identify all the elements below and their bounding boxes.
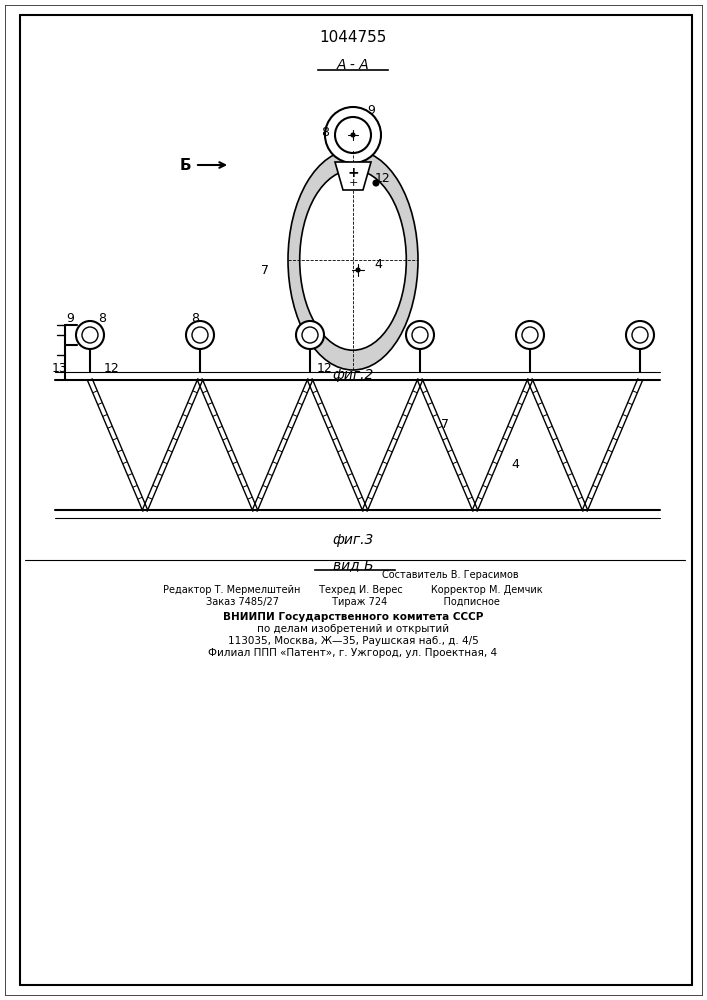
Circle shape	[296, 321, 324, 349]
Circle shape	[356, 268, 360, 272]
Circle shape	[76, 321, 104, 349]
Circle shape	[373, 180, 379, 186]
Circle shape	[186, 321, 214, 349]
Circle shape	[302, 327, 318, 343]
Text: Заказ 7485/27                 Тираж 724                  Подписное: Заказ 7485/27 Тираж 724 Подписное	[206, 597, 500, 607]
Text: вид Б: вид Б	[333, 558, 373, 572]
Circle shape	[516, 321, 544, 349]
Text: 13: 13	[52, 361, 68, 374]
Circle shape	[335, 117, 371, 153]
Text: 4: 4	[511, 458, 519, 472]
Text: 12: 12	[375, 172, 391, 184]
Text: 8: 8	[321, 126, 329, 139]
Circle shape	[626, 321, 654, 349]
Text: 1044755: 1044755	[320, 29, 387, 44]
Text: фиг.2: фиг.2	[332, 368, 374, 382]
Text: по делам изобретений и открытий: по делам изобретений и открытий	[257, 624, 449, 634]
Circle shape	[192, 327, 208, 343]
Text: 8: 8	[191, 312, 199, 324]
Circle shape	[351, 133, 355, 137]
Text: +: +	[347, 166, 359, 180]
Text: 9: 9	[66, 312, 74, 324]
Text: ВНИИПИ Государственного комитета СССР: ВНИИПИ Государственного комитета СССР	[223, 612, 483, 622]
Text: Составитель В. Герасимов: Составитель В. Герасимов	[382, 570, 518, 580]
Text: Б: Б	[179, 157, 191, 172]
Text: 8: 8	[98, 312, 106, 324]
Circle shape	[82, 327, 98, 343]
Circle shape	[412, 327, 428, 343]
Text: 7: 7	[441, 418, 449, 432]
Ellipse shape	[300, 170, 407, 350]
Text: 113035, Москва, Ж—35, Раушская наб., д. 4/5: 113035, Москва, Ж—35, Раушская наб., д. …	[228, 636, 479, 646]
Text: 9: 9	[367, 104, 375, 116]
Circle shape	[522, 327, 538, 343]
Text: 12: 12	[317, 361, 333, 374]
Text: 7: 7	[261, 263, 269, 276]
Text: фиг.3: фиг.3	[332, 533, 374, 547]
Circle shape	[406, 321, 434, 349]
Ellipse shape	[288, 150, 418, 370]
Circle shape	[632, 327, 648, 343]
Polygon shape	[335, 162, 371, 190]
Text: A - A: A - A	[337, 58, 369, 72]
Text: 12: 12	[104, 361, 120, 374]
Text: +: +	[349, 178, 358, 188]
Text: Редактор Т. Мермелштейн      Техред И. Верес         Корректор М. Демчик: Редактор Т. Мермелштейн Техред И. Верес …	[163, 585, 543, 595]
Text: 4: 4	[374, 258, 382, 271]
Circle shape	[325, 107, 381, 163]
Text: Филиал ППП «Патент», г. Ужгород, ул. Проектная, 4: Филиал ППП «Патент», г. Ужгород, ул. Про…	[209, 648, 498, 658]
